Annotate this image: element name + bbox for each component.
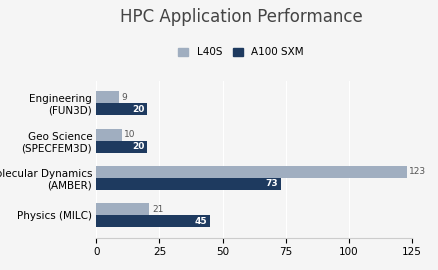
Text: 73: 73: [265, 179, 278, 188]
Text: HPC Application Performance: HPC Application Performance: [120, 8, 362, 26]
Text: 123: 123: [409, 167, 426, 177]
Bar: [96, 103, 147, 115]
Text: 21: 21: [152, 205, 163, 214]
Text: 45: 45: [195, 217, 207, 226]
Text: 10: 10: [124, 130, 136, 139]
Text: 20: 20: [132, 142, 144, 151]
Text: 9: 9: [122, 93, 127, 102]
Legend: L40S, A100 SXM: L40S, A100 SXM: [174, 43, 308, 61]
Bar: [96, 166, 406, 178]
Bar: [96, 215, 210, 227]
Bar: [96, 92, 119, 103]
Bar: [96, 178, 280, 190]
Text: 20: 20: [132, 105, 144, 114]
Bar: [96, 141, 147, 153]
Bar: [96, 203, 149, 215]
Bar: [96, 129, 122, 141]
